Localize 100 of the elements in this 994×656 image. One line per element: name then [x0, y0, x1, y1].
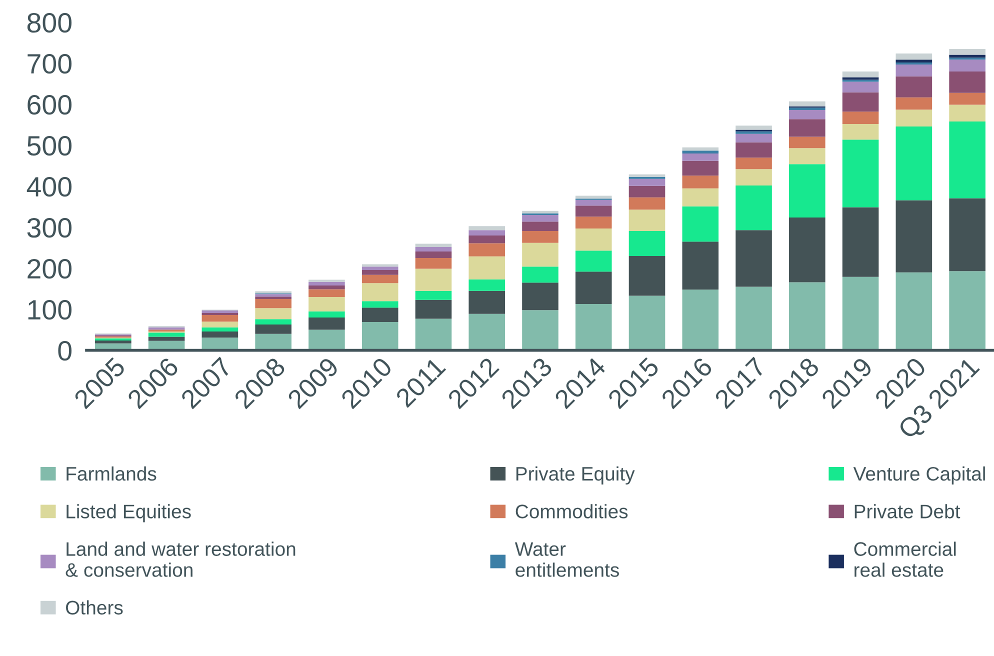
legend-label: Commodities	[516, 504, 628, 518]
bar	[682, 290, 719, 350]
bar	[362, 301, 398, 308]
bar	[842, 72, 879, 78]
bar	[842, 124, 879, 140]
bar	[736, 126, 772, 130]
bar	[575, 304, 612, 350]
bar	[468, 290, 506, 314]
bar	[362, 264, 398, 267]
legend-label: Land and water restoration & conservation	[66, 542, 296, 577]
y-tick-label: 800	[27, 12, 72, 33]
y-tick-label: 300	[27, 218, 72, 238]
bar	[949, 104, 986, 122]
bar	[415, 251, 452, 258]
bar	[896, 200, 932, 272]
bar	[575, 196, 612, 199]
bar	[522, 210, 558, 214]
bar	[415, 268, 452, 291]
bar	[842, 77, 879, 80]
bar	[949, 122, 986, 198]
bar	[575, 250, 612, 272]
bar	[949, 60, 986, 72]
bar	[255, 296, 292, 300]
bar	[202, 322, 238, 328]
bar	[575, 216, 612, 229]
bar	[789, 217, 826, 282]
bar	[308, 282, 345, 286]
bar	[522, 222, 558, 231]
bar	[896, 110, 932, 126]
bar	[415, 318, 452, 350]
bar	[736, 142, 772, 158]
bar	[415, 244, 452, 247]
bar	[789, 119, 826, 137]
legend-label: Others	[66, 600, 123, 615]
legend-label: Farmlands	[66, 466, 156, 481]
bar	[896, 76, 932, 98]
bar	[522, 215, 558, 222]
bar	[362, 308, 398, 322]
y-tick-label: 100	[28, 300, 72, 320]
bar	[468, 230, 506, 236]
bar	[842, 92, 879, 112]
bar	[682, 188, 719, 206]
bar	[736, 131, 772, 134]
bar	[415, 290, 452, 300]
bar	[949, 72, 986, 93]
bar	[255, 324, 292, 334]
bar	[362, 283, 398, 302]
bar	[896, 126, 932, 200]
bar	[522, 310, 558, 350]
bar	[842, 140, 879, 208]
bar	[682, 176, 719, 188]
y-tick-label: 500	[27, 136, 72, 156]
bar	[308, 286, 345, 290]
bar	[468, 243, 506, 256]
bar	[308, 297, 345, 312]
bar	[736, 169, 772, 186]
bar	[468, 256, 506, 280]
bar	[415, 300, 452, 319]
bar	[148, 332, 185, 337]
bar	[575, 228, 612, 251]
bar	[202, 315, 238, 322]
bar	[415, 258, 452, 269]
bar	[362, 270, 398, 275]
bar	[628, 174, 666, 177]
y-tick-label: 0	[58, 340, 72, 361]
bar	[628, 210, 666, 231]
bar	[202, 312, 238, 316]
bar	[896, 53, 932, 60]
bar	[789, 108, 826, 110]
bar	[362, 266, 398, 270]
bar	[789, 110, 826, 120]
bar	[148, 336, 185, 341]
bar	[682, 242, 719, 290]
bar	[896, 272, 932, 350]
bar	[736, 286, 772, 350]
bar	[842, 207, 879, 277]
bar	[468, 279, 506, 291]
bar	[468, 236, 506, 244]
bar	[308, 318, 345, 330]
bar	[522, 266, 558, 283]
bar	[628, 256, 666, 296]
bar	[255, 334, 292, 350]
bar	[522, 230, 558, 243]
legend-label: Commercial real estate	[854, 542, 956, 577]
bar	[362, 274, 398, 284]
bar	[842, 276, 879, 350]
bar	[628, 186, 666, 198]
bar	[575, 206, 612, 217]
legend-label: Water entitlements	[514, 542, 619, 577]
bar	[682, 147, 719, 151]
bar	[896, 60, 932, 62]
bar	[789, 282, 826, 350]
y-tick-label: 600	[28, 94, 72, 115]
bar	[308, 330, 345, 350]
bar	[789, 148, 826, 164]
bar	[522, 282, 558, 310]
bar	[896, 62, 932, 65]
bar	[949, 92, 986, 105]
bar	[949, 198, 986, 272]
bar	[842, 82, 879, 92]
